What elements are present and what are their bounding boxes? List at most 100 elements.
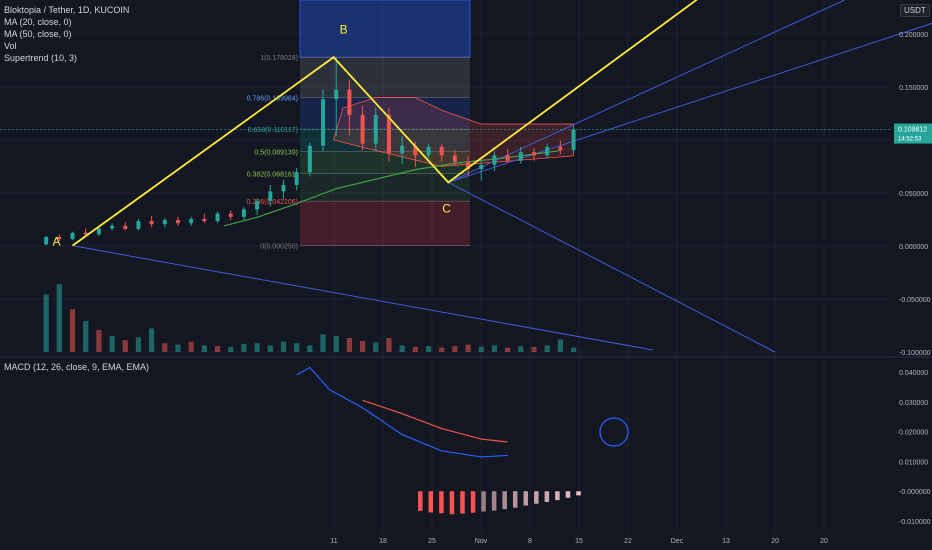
candle-body (255, 200, 260, 210)
candle-body (321, 99, 326, 146)
candle-body (83, 232, 88, 235)
time-tick: 13 (722, 538, 730, 545)
volume-bar (83, 321, 89, 352)
trendline-down (448, 181, 776, 353)
candle-body (57, 236, 62, 240)
candle-body (545, 146, 550, 156)
macd-histogram-bar (555, 491, 560, 501)
macd-histogram-bar (576, 491, 581, 496)
candle-body (492, 155, 497, 165)
volume-bar (56, 284, 62, 352)
candle-body (228, 213, 233, 217)
candle-body (413, 145, 418, 156)
candle-body (360, 115, 365, 144)
fib-level-label: 0.786(0.139984) (247, 96, 298, 103)
candle-body (149, 221, 154, 225)
volume-bar (162, 343, 168, 352)
macd-histogram-bar (481, 491, 486, 512)
candle-body (44, 236, 49, 245)
volume-bar (307, 345, 313, 352)
candle-body (532, 152, 536, 156)
volume-bar (399, 345, 405, 352)
candle-body (426, 146, 431, 156)
macd-tick: 0.010000 (899, 459, 928, 466)
volume-bar (241, 343, 247, 352)
unit-badge[interactable]: USDT (900, 4, 930, 17)
annotation-circle (599, 417, 629, 447)
candle-body (215, 213, 220, 222)
macd-histogram-bar (470, 491, 476, 513)
fib-level-label: 0.618(0.110117) (248, 127, 298, 134)
price-tick: -0.050000 (899, 297, 931, 304)
candles (44, 57, 576, 246)
time-tick: 22 (624, 538, 632, 545)
fib-level-label: 0.236(0.042206) (247, 199, 298, 206)
volume-bar (544, 345, 550, 352)
volume-bar (149, 328, 155, 352)
candle-body (334, 89, 339, 100)
time-tick: 8 (528, 538, 532, 545)
current-price-countdown: 14:52:53 (898, 137, 922, 143)
macd-histogram-bar (418, 491, 423, 511)
price-axis: 0.2000000.1500000.1000000.0500000.000000… (894, 32, 932, 357)
volume-bar (214, 346, 221, 352)
macd-line (296, 366, 508, 458)
volume-bar (175, 344, 181, 352)
ma20-legend[interactable]: MA (20, close, 0) (4, 17, 72, 27)
candle-body (176, 220, 180, 224)
fib-level-label: 0.382(0.068161) (247, 172, 298, 179)
macd-legend[interactable]: MACD (12, 26, close, 9, EMA, EMA) (4, 362, 150, 372)
volume-bar (122, 340, 128, 352)
candle-body (96, 228, 101, 235)
candle-body (505, 155, 510, 161)
volume-bar (491, 345, 498, 352)
abcd-pattern (71, 0, 698, 247)
fib-zone (300, 201, 470, 246)
candle-body (452, 155, 457, 162)
macd-histogram-bar (449, 491, 455, 515)
macd-histogram-bar (491, 491, 497, 511)
volume-bar (439, 347, 445, 352)
price-tick: 0.000000 (899, 244, 928, 251)
candle-body (439, 146, 444, 156)
volume-bar (135, 337, 142, 352)
fib-level-label: 0(0.000250) (260, 244, 298, 251)
candle-body (202, 218, 207, 222)
candle-body (162, 220, 167, 225)
time-tick: 20 (771, 538, 779, 545)
current-price-badge (894, 123, 932, 144)
volume-bar (518, 346, 524, 352)
macd-histogram-bar (460, 491, 465, 514)
fib-zone (300, 57, 470, 98)
volume-bar (201, 345, 207, 352)
fib-zone (300, 129, 470, 152)
volume-bar (531, 346, 537, 352)
supertrend-legend[interactable]: Supertrend (10, 3) (4, 53, 78, 63)
candle-body (386, 115, 391, 154)
volume-legend[interactable]: Vol (4, 41, 17, 51)
macd-signal-line (362, 399, 508, 443)
trendline-lower-A (72, 245, 654, 351)
macd-tick: -0.000000 (899, 489, 931, 496)
macd-histogram-bar (565, 491, 571, 498)
volume-bar (478, 346, 484, 352)
symbol-title: Bloktopia / Tether, 1D, KUCOIN (4, 5, 130, 15)
volume-bar (373, 342, 379, 352)
macd-tick: 0.030000 (899, 400, 928, 407)
fib-level-label: 1(0.178028) (260, 55, 298, 62)
fib-level-label: 0.5(0.089139) (254, 149, 298, 156)
pattern-point-label: A (53, 235, 61, 249)
candle-body (400, 145, 405, 154)
candle-body (281, 185, 286, 192)
macd-tick: 0.020000 (899, 430, 928, 437)
macd-histogram-bar (502, 491, 507, 510)
candle-body (189, 218, 194, 224)
fib-extension-box (299, 0, 471, 58)
ma50-legend[interactable]: MA (50, close, 0) (4, 29, 72, 39)
volume-bar (452, 346, 458, 352)
candle-body (347, 89, 352, 116)
candle-body (136, 221, 141, 230)
candle-body (110, 225, 115, 229)
volume-bar (69, 309, 76, 352)
